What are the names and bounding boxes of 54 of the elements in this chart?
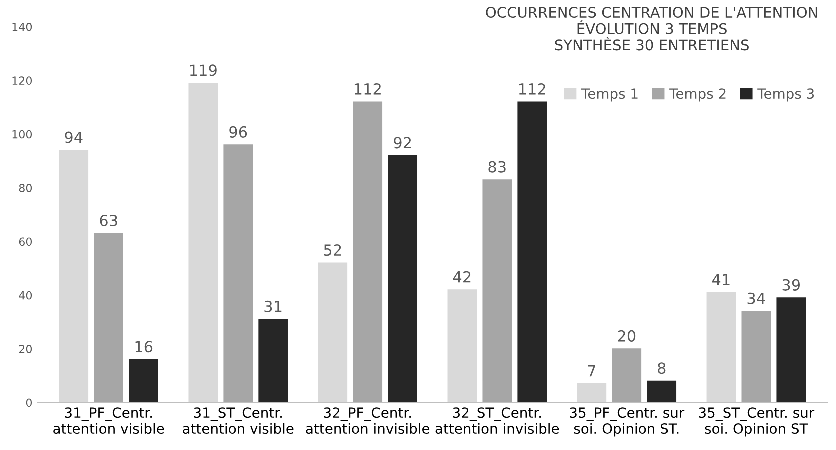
data-label: 20 [618, 330, 636, 342]
bar [188, 82, 218, 403]
x-tick-label: 35_PF_Centr. sur soi. Opinion ST. [570, 408, 685, 437]
data-label: 31 [264, 300, 282, 312]
y-tick-label: 80 [19, 184, 32, 192]
data-label: 41 [712, 274, 730, 286]
data-label: 63 [100, 214, 118, 227]
legend-label: Temps 1 [581, 88, 638, 102]
data-label: 94 [65, 132, 83, 144]
legend-label: Temps 2 [670, 88, 726, 102]
x-tick-label: 32_ST_Centr. attention invisible [436, 408, 560, 434]
bar [742, 311, 772, 403]
data-label: 96 [230, 126, 248, 138]
y-tick-label: 60 [19, 238, 32, 246]
bar [59, 150, 89, 403]
bar [129, 359, 158, 403]
y-tick-label: 40 [19, 291, 32, 300]
bar [776, 298, 806, 403]
bar [388, 155, 418, 403]
data-label: 112 [354, 83, 381, 95]
x-tick-label: 31_ST_Centr. attention visible [183, 408, 294, 434]
y-tick-label: 120 [12, 76, 32, 86]
y-tick-label: 100 [12, 130, 32, 139]
data-label: 112 [519, 83, 546, 95]
legend-label: Temps 3 [758, 88, 814, 102]
bar [706, 292, 736, 403]
bar [353, 102, 383, 403]
data-label: 39 [782, 279, 800, 291]
y-tick-label: 140 [12, 22, 32, 32]
x-tick-label: 32_PF_Centr. attention invisible [306, 408, 430, 434]
bar [612, 348, 642, 403]
bar [224, 144, 254, 403]
x-tick-label: 35_ST_Centr. sur soi. Opinion ST [699, 408, 815, 437]
bar [318, 262, 348, 403]
bar [258, 319, 288, 403]
chart-title: OCCURRENCES CENTRATION DE L'ATTENTION ÉVOLUTION 3 TEMPS SYNTHÈSE 30 ENTRETIENS [486, 7, 818, 51]
bar [448, 290, 478, 403]
y-tick-label: 0 [26, 398, 32, 408]
data-label: 34 [748, 292, 766, 304]
bar [94, 233, 124, 403]
bar [482, 180, 512, 403]
data-label: 92 [394, 137, 412, 149]
data-label: 8 [658, 362, 666, 374]
x-tick-label: 31_PF_Centr. attention visible [54, 408, 164, 434]
data-label: 42 [453, 271, 471, 283]
bar [647, 380, 677, 403]
y-tick-label: 20 [19, 345, 32, 354]
data-label: 119 [190, 64, 217, 76]
bar [577, 384, 607, 403]
data-label: 52 [324, 244, 342, 256]
data-label: 7 [588, 365, 596, 377]
data-label: 83 [488, 161, 506, 173]
data-label: 16 [136, 341, 153, 353]
bar [518, 102, 548, 403]
